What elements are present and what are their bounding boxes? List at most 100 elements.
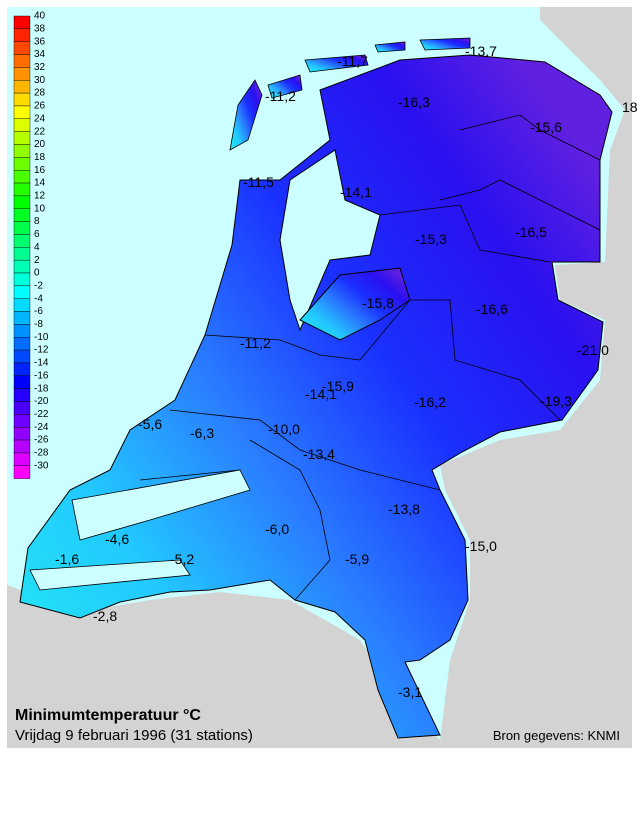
legend-swatch <box>13 439 31 454</box>
legend-label: 8 <box>34 216 40 227</box>
legend-swatch <box>13 285 31 299</box>
legend-label: -4 <box>34 293 43 304</box>
legend-swatch <box>13 388 31 402</box>
legend-swatch <box>13 247 31 261</box>
legend-label: -16 <box>34 370 49 381</box>
legend-label: 40 <box>34 11 46 22</box>
source: Bron gegevens: KNMI <box>493 728 620 743</box>
subtitle: Vrijdag 9 februari 1996 (31 stations) <box>15 727 253 744</box>
legend-swatch <box>13 144 31 158</box>
legend-label: -2 <box>34 280 43 291</box>
station-label: -21,0 <box>577 342 609 358</box>
legend-swatch <box>13 15 31 30</box>
legend-swatch <box>13 465 31 479</box>
station-label: -15,8 <box>362 295 394 311</box>
legend-label: 34 <box>34 49 46 60</box>
legend-label: 36 <box>34 36 46 47</box>
legend-swatch <box>13 337 31 351</box>
legend-label: -10 <box>34 332 49 343</box>
legend-label: -8 <box>34 319 43 330</box>
station-label: -2,8 <box>93 608 117 624</box>
legend-label: 10 <box>34 203 46 214</box>
legend-swatch <box>13 362 31 377</box>
legend-label: 0 <box>34 268 40 279</box>
legend-label: -12 <box>34 345 49 356</box>
island <box>229 79 263 151</box>
station-label: -19,3 <box>540 393 572 409</box>
legend-swatch <box>13 221 31 235</box>
station-label: -15,0 <box>465 538 497 554</box>
station-label: -13,4 <box>303 446 335 462</box>
station-label: -14,1 <box>305 386 337 402</box>
legend-label: 26 <box>34 101 46 112</box>
station-label: -11,2 <box>265 88 296 104</box>
island <box>304 54 369 73</box>
legend-label: -30 <box>34 460 49 471</box>
legend-swatch <box>13 272 31 287</box>
island <box>419 37 471 51</box>
legend-swatch <box>13 311 31 325</box>
legend-label: 4 <box>34 242 40 253</box>
legend-label: -26 <box>34 435 49 446</box>
station-label: -1,6 <box>55 551 79 567</box>
station-label: -11,2 <box>240 335 271 351</box>
station-label: 18 <box>622 99 638 115</box>
legend-label: 32 <box>34 62 46 73</box>
station-label: -16,6 <box>476 301 508 317</box>
legend-label: -20 <box>34 396 49 407</box>
station-label: -13,7 <box>465 43 497 59</box>
map-title: Minimumtemperatuur °C <box>15 707 201 724</box>
station-label: -16,2 <box>414 394 446 410</box>
ijsselmeer <box>279 149 381 332</box>
neighbour-land <box>7 7 632 748</box>
legend-swatch <box>13 131 31 145</box>
station-label: -6,3 <box>190 425 214 441</box>
legend-label: -14 <box>34 358 49 369</box>
station-label: -11,5 <box>243 174 274 190</box>
delta <box>71 469 251 541</box>
legend-label: 22 <box>34 126 46 137</box>
island <box>267 74 303 99</box>
legend-label: 24 <box>34 113 46 124</box>
legend-swatch <box>13 80 31 94</box>
station-label: -6,0 <box>265 521 289 537</box>
legend-swatch <box>13 28 31 42</box>
station-label: -15,9 <box>322 378 354 394</box>
legend-label: 18 <box>34 152 46 163</box>
station-label: -5,6 <box>138 416 162 432</box>
legend-label: 12 <box>34 191 46 202</box>
station-label: -13,8 <box>388 501 420 517</box>
legend-label: -24 <box>34 422 49 433</box>
legend-swatch <box>13 349 31 364</box>
station-label: -15,6 <box>530 119 562 135</box>
legend-label: 16 <box>34 165 46 176</box>
legend-swatch <box>13 54 31 68</box>
station-label: -14,1 <box>340 184 372 200</box>
legend-swatch <box>13 169 31 184</box>
legend-swatch <box>13 157 31 171</box>
westerschelde <box>29 559 191 591</box>
legend-swatch <box>13 414 31 428</box>
legend-swatch <box>13 298 31 312</box>
legend-label: 2 <box>34 255 40 266</box>
legend-label: 28 <box>34 88 46 99</box>
legend-label: -28 <box>34 448 49 459</box>
legend-swatch <box>13 208 31 222</box>
station-label: -15,3 <box>415 231 447 247</box>
legend-label: -18 <box>34 383 49 394</box>
legend-swatch <box>13 259 31 274</box>
legend-swatch <box>13 195 31 209</box>
province-borders <box>139 114 601 601</box>
legend-label: 6 <box>34 229 40 240</box>
legend-label: -6 <box>34 306 43 317</box>
legend-swatch <box>13 324 31 338</box>
station-label: -16,3 <box>398 94 430 110</box>
legend-swatch <box>13 401 31 415</box>
station-label: -5,9 <box>345 551 369 567</box>
legend-swatch <box>13 92 31 107</box>
legend-swatch <box>13 41 31 55</box>
legend-swatch <box>13 452 31 466</box>
legend-label: -22 <box>34 409 49 420</box>
legend-swatch <box>13 182 31 197</box>
